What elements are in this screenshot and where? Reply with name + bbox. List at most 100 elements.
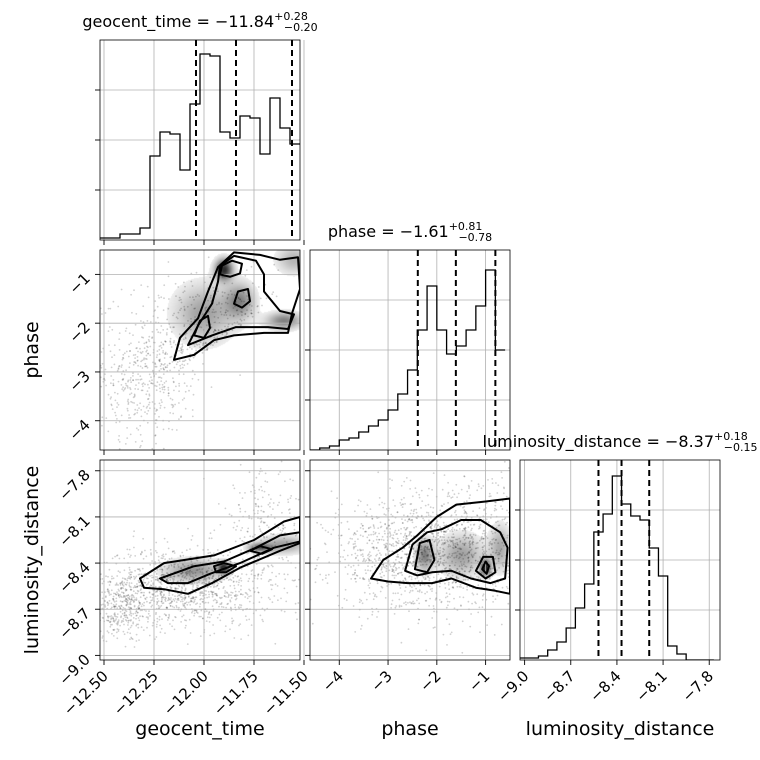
scatter-point (489, 553, 492, 556)
scatter-point (121, 582, 124, 585)
scatter-point (115, 583, 118, 586)
scatter-point (368, 559, 371, 562)
scatter-point (167, 427, 170, 430)
scatter-point (482, 546, 484, 548)
scatter-point (179, 580, 182, 582)
scatter-point (122, 630, 125, 633)
scatter-point (122, 353, 125, 356)
scatter-point (459, 548, 461, 550)
scatter-point (471, 435, 473, 437)
scatter-point (139, 433, 142, 436)
scatter-point (142, 327, 144, 330)
scatter-point (177, 587, 179, 590)
scatter-point (438, 599, 441, 601)
scatter-point (378, 532, 380, 535)
scatter-point (377, 559, 380, 561)
scatter-point (160, 341, 163, 344)
scatter-point (115, 582, 118, 585)
scatter-point (426, 548, 429, 550)
scatter-point (293, 522, 296, 525)
scatter-point (487, 479, 489, 481)
contour-line (370, 497, 510, 595)
scatter-point (294, 566, 297, 569)
scatter-point (130, 598, 133, 600)
scatter-point (162, 373, 165, 375)
scatter-point (195, 596, 198, 599)
scatter-point (171, 578, 174, 580)
panel-frame (99, 249, 301, 451)
scatter-point (450, 497, 453, 499)
scatter-point (362, 577, 364, 579)
scatter-point (401, 574, 404, 576)
scatter-point (221, 291, 224, 294)
scatter-point (89, 387, 91, 389)
y-tick-label: −8.7 (55, 604, 93, 642)
scatter-point (130, 342, 132, 345)
scatter-point (417, 597, 420, 600)
scatter-point (120, 616, 122, 619)
scatter-point (219, 311, 222, 313)
scatter-point (277, 599, 279, 602)
scatter-point (477, 547, 479, 549)
scatter-point (400, 571, 403, 574)
scatter-point (140, 284, 143, 286)
scatter-point (274, 523, 276, 526)
scatter-point (129, 619, 132, 622)
scatter-point (111, 623, 113, 626)
scatter-point (160, 594, 163, 597)
scatter-point (156, 620, 159, 623)
scatter-point (108, 568, 111, 571)
scatter-point (391, 537, 394, 539)
scatter-point (154, 309, 157, 312)
scatter-point (209, 276, 212, 279)
scatter-point (181, 399, 184, 401)
scatter-point (171, 600, 173, 603)
scatter-point (213, 316, 216, 318)
scatter-point (211, 577, 214, 579)
scatter-point (293, 579, 295, 582)
scatter-point (160, 590, 163, 593)
scatter-point (489, 542, 492, 545)
scatter-point (469, 568, 472, 571)
scatter-point (412, 555, 414, 558)
scatter-point (173, 340, 176, 342)
scatter-point (428, 585, 431, 588)
scatter-point (234, 575, 237, 577)
scatter-point (469, 543, 472, 546)
scatter-point (472, 593, 475, 596)
scatter-point (397, 556, 400, 558)
scatter-point (397, 572, 399, 575)
scatter-point (467, 579, 469, 581)
scatter-point (191, 377, 194, 380)
scatter-point (126, 598, 129, 601)
scatter-point (184, 576, 187, 578)
scatter-point (260, 505, 263, 508)
scatter-point (125, 603, 128, 606)
x-tick-label: −11.75 (210, 667, 262, 719)
scatter-point (133, 395, 136, 398)
scatter-point (161, 386, 164, 389)
scatter-point (391, 574, 394, 577)
scatter-point (367, 527, 370, 530)
scatter-point (419, 584, 422, 587)
scatter-point (196, 582, 199, 584)
scatter-point (426, 554, 429, 556)
scatter-point (167, 386, 170, 389)
scatter-point (134, 412, 137, 415)
scatter-point (159, 568, 162, 571)
scatter-point (410, 563, 413, 565)
scatter-point (444, 587, 447, 589)
scatter-point (129, 606, 132, 609)
scatter-point (258, 488, 261, 491)
scatter-point (189, 548, 191, 550)
scatter-point (205, 342, 207, 345)
scatter-point (123, 581, 126, 584)
scatter-point (390, 582, 393, 585)
scatter-point (133, 600, 136, 603)
scatter-point (474, 601, 476, 603)
scatter-point (350, 553, 353, 556)
scatter-point (410, 576, 413, 578)
scatter-point (263, 567, 265, 570)
scatter-point (277, 473, 280, 476)
scatter-point (359, 534, 362, 537)
